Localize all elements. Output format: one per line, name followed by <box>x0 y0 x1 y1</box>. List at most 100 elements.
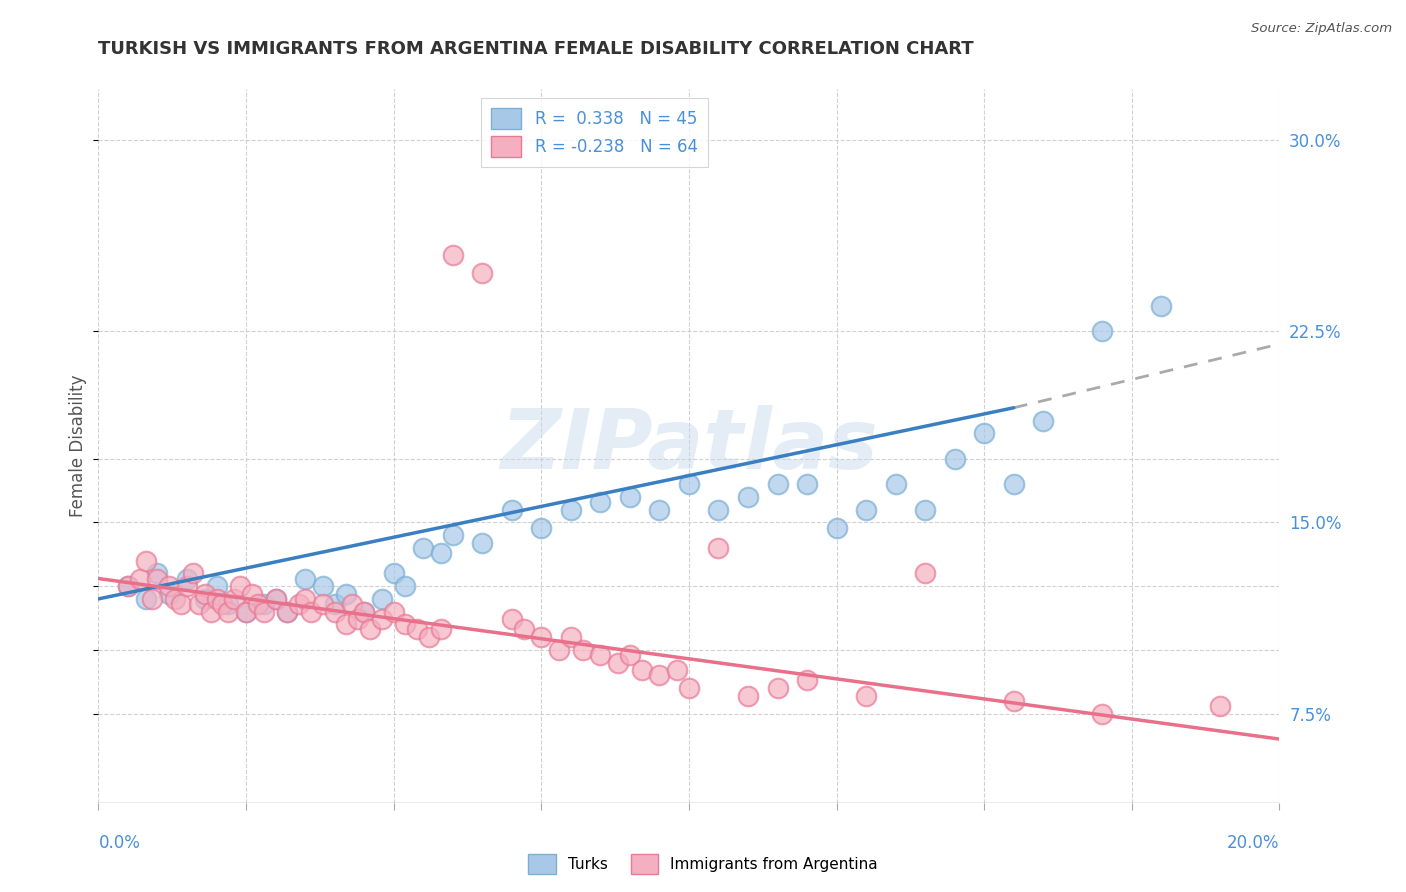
Point <box>194 587 217 601</box>
Point <box>347 612 370 626</box>
Point <box>855 502 877 516</box>
Point <box>707 541 730 555</box>
Point <box>1091 706 1114 721</box>
Point <box>382 566 405 581</box>
Point <box>914 566 936 581</box>
Point <box>530 520 553 534</box>
Point <box>128 572 150 586</box>
Point <box>1032 413 1054 427</box>
Point <box>394 579 416 593</box>
Point <box>412 541 434 555</box>
Point <box>855 689 877 703</box>
Point <box>170 597 193 611</box>
Point <box>359 623 381 637</box>
Point <box>589 648 612 662</box>
Y-axis label: Female Disability: Female Disability <box>69 375 87 517</box>
Point <box>973 426 995 441</box>
Text: ZIPatlas: ZIPatlas <box>501 406 877 486</box>
Point <box>217 597 239 611</box>
Point <box>205 591 228 606</box>
Point <box>217 605 239 619</box>
Point <box>1150 299 1173 313</box>
Point <box>224 591 246 606</box>
Point <box>264 591 287 606</box>
Point <box>200 605 222 619</box>
Point <box>276 605 298 619</box>
Point <box>406 623 429 637</box>
Point <box>394 617 416 632</box>
Text: 0.0%: 0.0% <box>98 834 141 852</box>
Point <box>678 477 700 491</box>
Point <box>1091 324 1114 338</box>
Point <box>194 591 217 606</box>
Point <box>607 656 630 670</box>
Point <box>312 597 335 611</box>
Point <box>335 587 357 601</box>
Point <box>512 623 534 637</box>
Point <box>253 597 276 611</box>
Point <box>299 605 322 619</box>
Point <box>323 605 346 619</box>
Point <box>648 502 671 516</box>
Point <box>335 617 357 632</box>
Point <box>235 605 257 619</box>
Point <box>619 648 641 662</box>
Point <box>312 579 335 593</box>
Point <box>382 605 405 619</box>
Point <box>146 566 169 581</box>
Point <box>548 643 571 657</box>
Point <box>294 572 316 586</box>
Point <box>371 591 394 606</box>
Point <box>157 587 180 601</box>
Point <box>1209 698 1232 713</box>
Point <box>943 451 966 466</box>
Point <box>323 597 346 611</box>
Point <box>560 630 582 644</box>
Point <box>884 477 907 491</box>
Point <box>146 572 169 586</box>
Point <box>276 605 298 619</box>
Point <box>501 502 523 516</box>
Point <box>530 630 553 644</box>
Point <box>471 536 494 550</box>
Text: TURKISH VS IMMIGRANTS FROM ARGENTINA FEMALE DISABILITY CORRELATION CHART: TURKISH VS IMMIGRANTS FROM ARGENTINA FEM… <box>98 40 974 58</box>
Point <box>165 591 187 606</box>
Point <box>825 520 848 534</box>
Point <box>264 591 287 606</box>
Point <box>229 579 252 593</box>
Legend: Turks, Immigrants from Argentina: Turks, Immigrants from Argentina <box>522 848 884 880</box>
Point <box>501 612 523 626</box>
Point <box>246 597 269 611</box>
Point <box>157 579 180 593</box>
Point <box>117 579 139 593</box>
Legend: R =  0.338   N = 45, R = -0.238   N = 64: R = 0.338 N = 45, R = -0.238 N = 64 <box>481 97 707 167</box>
Point <box>678 681 700 695</box>
Point <box>253 605 276 619</box>
Point <box>371 612 394 626</box>
Point <box>1002 694 1025 708</box>
Point <box>589 495 612 509</box>
Point <box>181 566 204 581</box>
Point <box>796 673 818 688</box>
Point <box>737 689 759 703</box>
Point <box>240 587 263 601</box>
Point <box>176 572 198 586</box>
Point <box>441 528 464 542</box>
Point <box>471 266 494 280</box>
Point <box>141 591 163 606</box>
Point <box>430 546 453 560</box>
Point <box>176 579 198 593</box>
Point <box>353 605 375 619</box>
Point <box>630 663 652 677</box>
Point <box>135 591 157 606</box>
Point <box>294 591 316 606</box>
Point <box>560 502 582 516</box>
Point <box>737 490 759 504</box>
Point <box>766 477 789 491</box>
Point <box>796 477 818 491</box>
Point <box>135 554 157 568</box>
Point <box>235 605 257 619</box>
Point <box>288 597 311 611</box>
Point <box>666 663 689 677</box>
Point <box>441 248 464 262</box>
